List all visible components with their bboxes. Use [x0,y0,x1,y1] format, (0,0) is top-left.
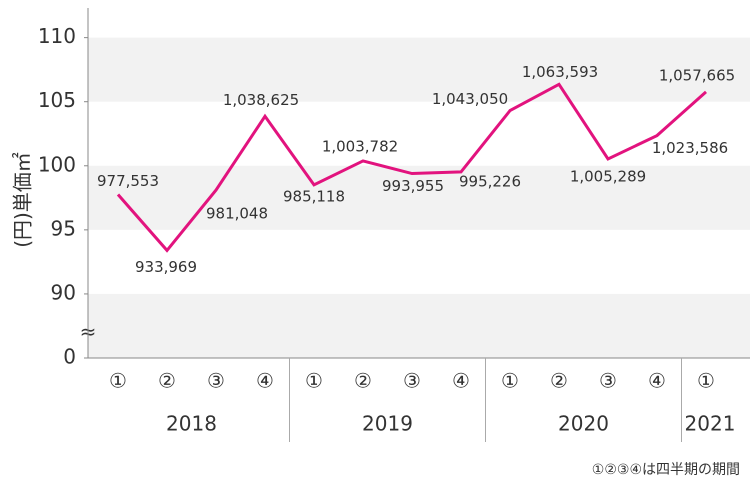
data-label: 1,038,625 [223,91,299,109]
x-tick-label: ③ [403,369,421,393]
y-tick-label: 90 [51,280,76,304]
x-tick-label: ② [354,369,372,393]
data-label: 1,003,782 [322,137,398,155]
x-tick-label: ④ [648,369,666,393]
data-label: 985,118 [283,187,345,205]
data-label: 1,043,050 [432,90,508,108]
data-label: 981,048 [206,205,268,223]
x-tick-label: ① [501,369,519,393]
background-layer [88,37,750,358]
y-tick-label: 95 [51,216,76,240]
y-tick-label: 0 [63,345,76,369]
x-tick-label: ③ [599,369,617,393]
x-tick-label: ④ [452,369,470,393]
year-label: 2018 [166,412,217,436]
year-label: 2019 [362,412,413,436]
grid-band [88,165,750,230]
grid-band [88,37,750,102]
data-label: 977,553 [97,172,159,190]
data-label: 993,955 [382,177,444,195]
footnote: ①②③④は四半期の期間 [592,462,740,478]
x-tick-label: ① [697,369,715,393]
x-tick-label: ② [158,369,176,393]
x-tick-label: ② [550,369,568,393]
x-tick-label: ① [109,369,127,393]
y-axis-label: (円)単価㎡ [11,152,35,248]
data-label: 995,226 [459,172,521,190]
data-label: 933,969 [135,258,197,276]
x-tick-label: ① [305,369,323,393]
y-tick-label: 100 [38,152,76,176]
data-line [116,82,707,253]
grid-band [88,293,750,358]
x-tick-label: ④ [256,369,274,393]
x-tick-label: ③ [207,369,225,393]
y-tick-label: 110 [38,24,76,48]
year-label: 2021 [685,412,736,436]
data-label: 1,063,593 [522,63,598,81]
data-label: 1,005,289 [570,168,646,186]
year-label: 2020 [558,412,609,436]
y-tick-label: 105 [38,88,76,112]
data-label: 1,023,586 [652,139,728,157]
data-label: 1,057,665 [659,66,735,84]
